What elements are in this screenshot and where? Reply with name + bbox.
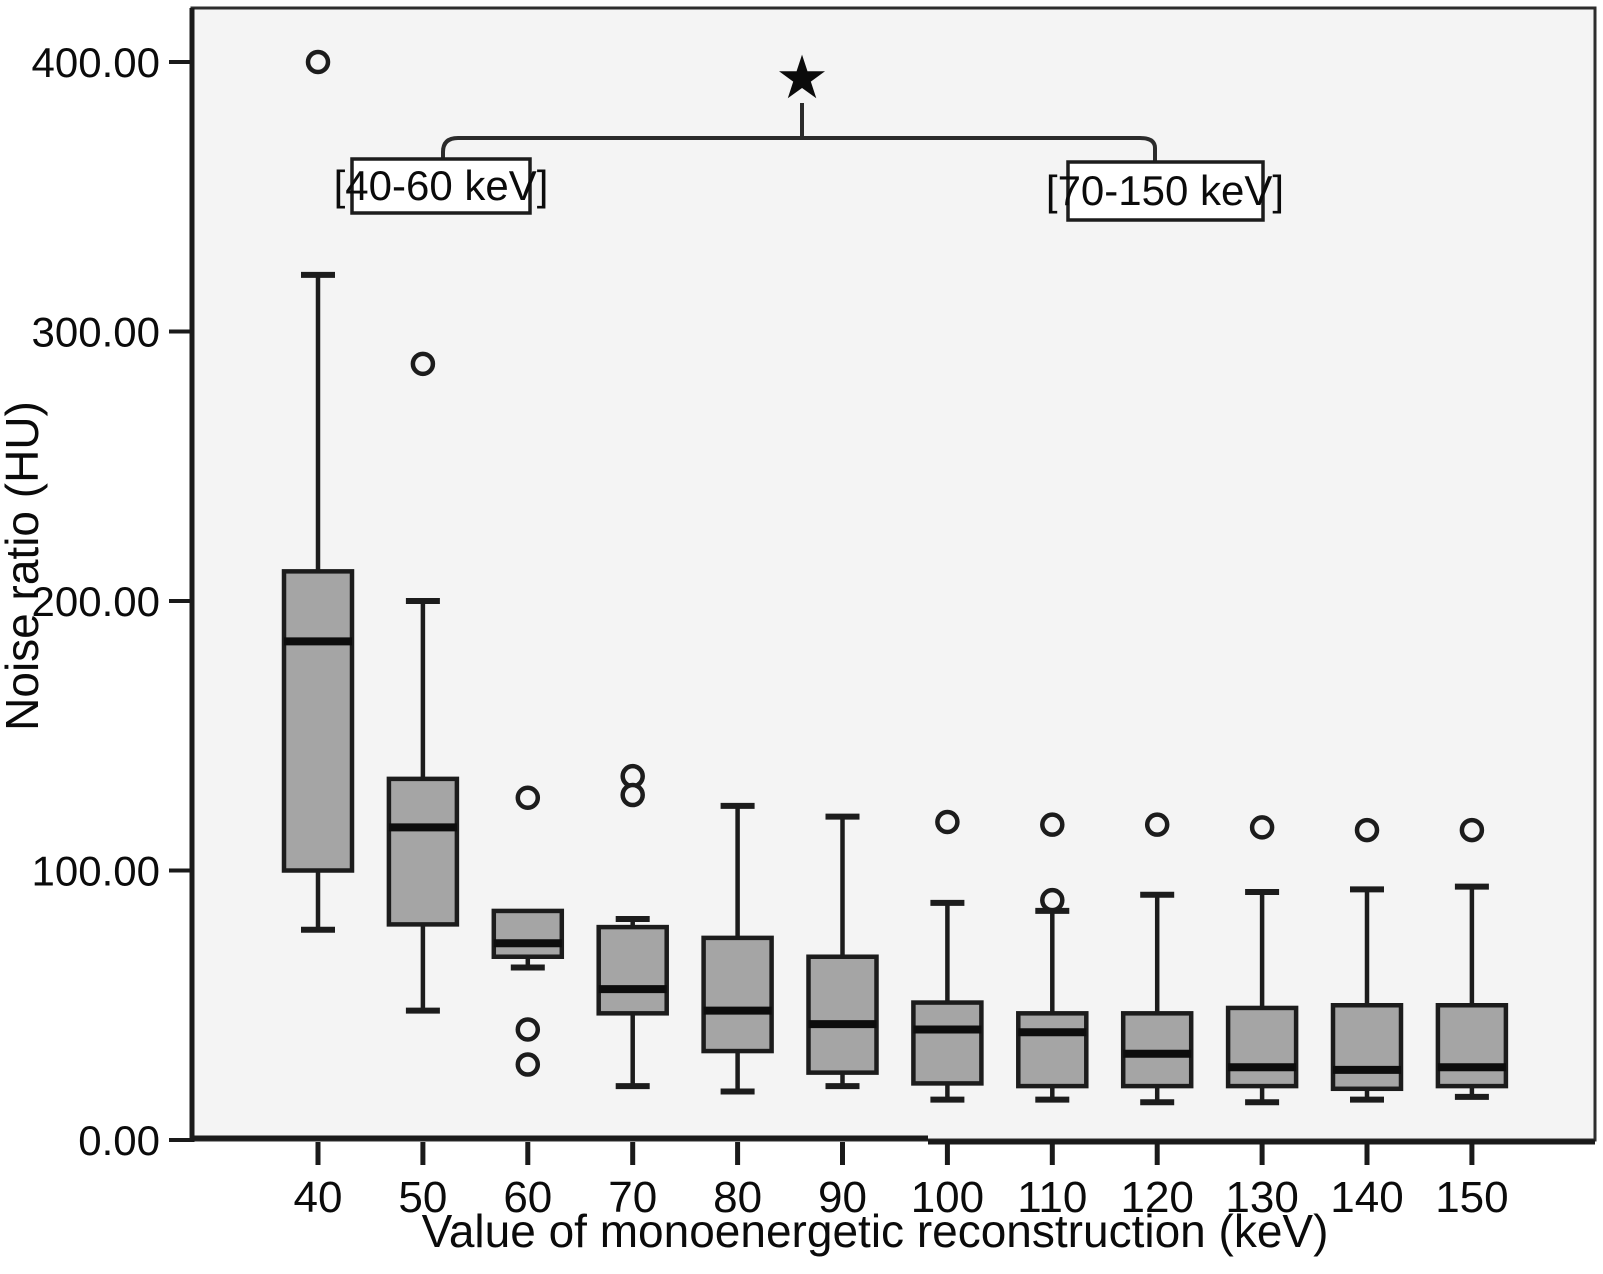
x-tick-label: 140 bbox=[1330, 1173, 1403, 1222]
group-label-40-60: [40-60 keV] bbox=[334, 162, 549, 209]
group-label-box-70-150 bbox=[1066, 160, 1265, 222]
boxplot-120-outlier-point bbox=[1144, 812, 1170, 837]
x-tick-label: 90 bbox=[818, 1173, 867, 1222]
boxplot-100-iqr-box bbox=[911, 1000, 984, 1086]
boxplot-70-outlier-point bbox=[620, 782, 645, 808]
boxplot-50-iqr-box bbox=[386, 776, 460, 927]
chart-layer: 0.00 100.00 200.00 300.00 400.00 40 50 60 70 80 90… bbox=[32, 6, 1597, 1222]
boxplot-110-iqr-box bbox=[1016, 1011, 1089, 1089]
x-tick-label: 150 bbox=[1435, 1173, 1508, 1222]
bracket bbox=[441, 136, 1157, 162]
y-tick-label: 200.00 bbox=[32, 578, 160, 625]
boxplot-130-outlier-point bbox=[1249, 815, 1275, 840]
x-tick-label: 40 bbox=[294, 1173, 343, 1222]
boxplot-110-outlier-point bbox=[1040, 887, 1065, 913]
group-label-70-150: [70-150 keV] bbox=[1046, 167, 1284, 214]
boxplot-130-iqr-box bbox=[1225, 1005, 1299, 1089]
x-tick-label: 110 bbox=[1017, 1173, 1087, 1222]
boxplot-70-iqr-box bbox=[596, 924, 669, 1016]
boxplot-40-iqr-box bbox=[281, 569, 355, 873]
boxplot-60-outlier-point bbox=[515, 785, 541, 810]
group-label-box-40-60 bbox=[350, 157, 532, 215]
significance-star-icon: ★ bbox=[775, 43, 829, 113]
boxplot-100-outlier-point bbox=[935, 809, 960, 835]
boxplot-150-outlier-point bbox=[1459, 817, 1485, 843]
significance-annotation: ★ [40-60 keV] [70-150 keV] bbox=[334, 43, 1284, 222]
boxplot-50-outlier-point bbox=[410, 351, 436, 377]
boxplot-60-outlier-point bbox=[515, 1052, 541, 1077]
x-tick-label: 100 bbox=[911, 1173, 984, 1222]
y-axis-title: Noise ratio (HU) bbox=[0, 401, 48, 731]
y-tick-label: 300.00 bbox=[32, 309, 160, 356]
boxplot-110-outlier-point bbox=[1040, 812, 1065, 837]
y-tick-label: 100.00 bbox=[32, 848, 160, 895]
x-axis-title: Value of monoenergetic reconstruction (k… bbox=[422, 1205, 1329, 1257]
y-tick-label: 400.00 bbox=[32, 39, 160, 86]
boxplot-80-iqr-box bbox=[701, 935, 774, 1054]
boxplot-90-iqr-box bbox=[806, 954, 879, 1075]
boxplot-140-iqr-box bbox=[1330, 1003, 1404, 1092]
boxplot-150-iqr-box bbox=[1435, 1003, 1509, 1089]
boxplot-140-outlier-point bbox=[1354, 817, 1380, 843]
x-tick-label: 130 bbox=[1225, 1173, 1298, 1222]
y-tick-label: 0.00 bbox=[78, 1117, 160, 1164]
x-tick-label: 120 bbox=[1120, 1173, 1193, 1222]
x-tick-label: 80 bbox=[713, 1173, 762, 1222]
boxplot-120-iqr-box bbox=[1120, 1011, 1194, 1089]
x-tick-label: 50 bbox=[398, 1173, 447, 1222]
boxplot-60-iqr-box bbox=[491, 908, 565, 959]
x-tick-label: 70 bbox=[608, 1173, 657, 1222]
boxplot-40-outlier-point bbox=[305, 49, 331, 75]
boxplot-60-outlier-point bbox=[515, 1017, 541, 1042]
x-tick-label: 60 bbox=[503, 1173, 552, 1222]
